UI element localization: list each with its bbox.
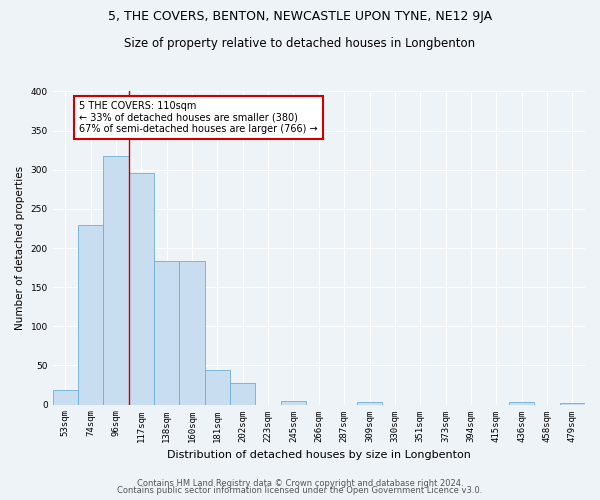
Bar xyxy=(357,402,382,404)
Bar xyxy=(78,224,103,404)
Bar xyxy=(53,390,78,404)
Bar xyxy=(281,400,306,404)
Text: Size of property relative to detached houses in Longbenton: Size of property relative to detached ho… xyxy=(124,38,476,51)
Y-axis label: Number of detached properties: Number of detached properties xyxy=(15,166,25,330)
Text: 5 THE COVERS: 110sqm
← 33% of detached houses are smaller (380)
67% of semi-deta: 5 THE COVERS: 110sqm ← 33% of detached h… xyxy=(79,101,318,134)
Bar xyxy=(509,402,535,404)
Bar xyxy=(205,370,230,404)
Bar xyxy=(230,384,256,404)
Text: Contains public sector information licensed under the Open Government Licence v3: Contains public sector information licen… xyxy=(118,486,482,495)
Bar xyxy=(154,260,179,404)
Bar xyxy=(179,260,205,404)
Bar xyxy=(129,173,154,404)
Bar xyxy=(103,156,129,404)
Bar xyxy=(560,403,585,404)
Text: Contains HM Land Registry data © Crown copyright and database right 2024.: Contains HM Land Registry data © Crown c… xyxy=(137,478,463,488)
X-axis label: Distribution of detached houses by size in Longbenton: Distribution of detached houses by size … xyxy=(167,450,471,460)
Text: 5, THE COVERS, BENTON, NEWCASTLE UPON TYNE, NE12 9JA: 5, THE COVERS, BENTON, NEWCASTLE UPON TY… xyxy=(108,10,492,23)
